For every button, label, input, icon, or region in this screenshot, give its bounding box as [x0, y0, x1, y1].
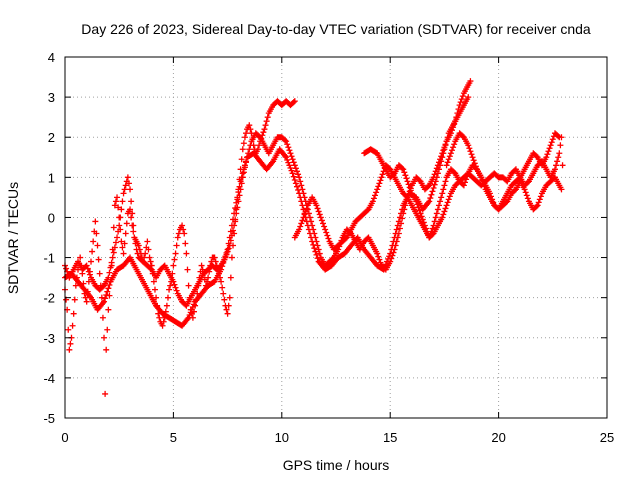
plot-frame — [64, 56, 608, 419]
series-arc-4 — [291, 134, 566, 253]
x-tick-label: 0 — [61, 430, 68, 445]
axis-ticks: -5 -4 -3 -2 -1 0 1 2 3 4 0 5 10 15 20 25 — [43, 50, 614, 445]
y-tick-label: -5 — [43, 411, 55, 426]
y-tick-label: 0 — [48, 210, 55, 225]
series-arc-5 — [361, 146, 565, 241]
grid — [65, 57, 607, 418]
y-tick-label: -4 — [43, 371, 55, 386]
y-tick-label: 4 — [48, 50, 55, 65]
x-tick-label: 20 — [491, 430, 505, 445]
x-axis-label: GPS time / hours — [283, 457, 390, 473]
series-arc-6 — [443, 130, 563, 213]
y-axis-label: SDTVAR / TECUs — [5, 182, 21, 294]
data-layer — [62, 78, 566, 397]
y-tick-label: -1 — [43, 251, 55, 266]
y-tick-label: 3 — [48, 90, 55, 105]
y-tick-label: 2 — [48, 130, 55, 145]
x-tick-label: 5 — [170, 430, 177, 445]
chart-title: Day 226 of 2023, Sidereal Day-to-day VTE… — [81, 21, 591, 37]
plus-markers — [361, 146, 565, 241]
x-tick-label: 15 — [383, 430, 397, 445]
y-tick-label: -2 — [43, 291, 55, 306]
plus-markers — [443, 130, 563, 213]
x-tick-label: 10 — [275, 430, 289, 445]
plus-markers — [291, 134, 566, 253]
y-tick-label: 1 — [48, 170, 55, 185]
y-tick-label: -3 — [43, 331, 55, 346]
x-tick-label: 25 — [600, 430, 614, 445]
